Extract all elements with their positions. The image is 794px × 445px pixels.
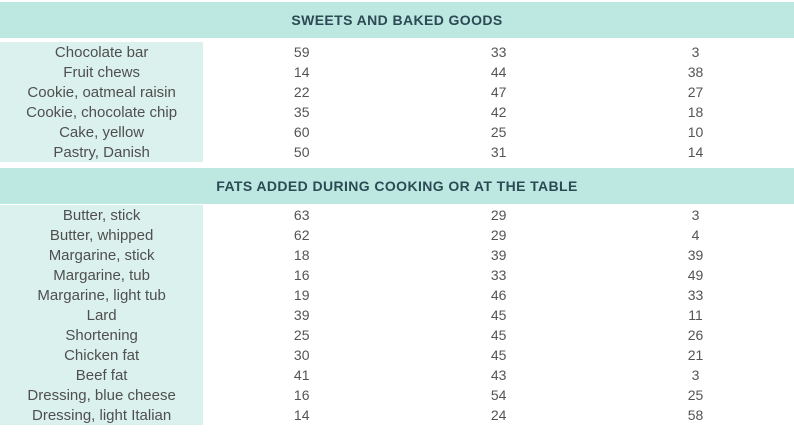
section-table: Chocolate bar 59 33 3 Fruit chews 14 44 38 Cooki… xyxy=(0,42,794,162)
food-name-cell: Cookie, oatmeal raisin xyxy=(0,82,204,102)
value-cell: 41 xyxy=(293,367,310,383)
table-row: Cake, yellow 60 25 10 xyxy=(0,122,794,142)
value-cell: 44 xyxy=(490,64,507,80)
food-name-cell: Butter, whipped xyxy=(0,225,204,245)
value-cell: 25 xyxy=(687,387,704,403)
value-cell: 60 xyxy=(293,124,310,140)
section-table: Butter, stick 63 29 3 Butter, whipped 62 29 4 Ma… xyxy=(0,205,794,425)
value-cell: 18 xyxy=(293,247,310,263)
food-name-cell: Dressing, light Italian xyxy=(0,405,204,425)
value-cell: 62 xyxy=(293,227,310,243)
value-cell: 54 xyxy=(490,387,507,403)
value-cell: 45 xyxy=(490,347,507,363)
value-cell: 43 xyxy=(490,367,507,383)
value-cell: 25 xyxy=(293,327,310,343)
table-row: Shortening 25 45 26 xyxy=(0,325,794,345)
value-cell: 35 xyxy=(293,104,310,120)
value-cell: 14 xyxy=(293,64,310,80)
value-cell: 3 xyxy=(691,44,700,60)
value-cell: 14 xyxy=(687,144,704,160)
food-name-cell: Lard xyxy=(0,305,204,325)
table-section: FATS ADDED DURING COOKING OR AT THE TABL… xyxy=(0,168,794,425)
food-name-cell: Margarine, tub xyxy=(0,265,204,285)
table-row: Pastry, Danish 50 31 14 xyxy=(0,142,794,162)
table-row: Margarine, tub 16 33 49 xyxy=(0,265,794,285)
value-cell: 21 xyxy=(687,347,704,363)
food-name-cell: Margarine, light tub xyxy=(0,285,204,305)
value-cell: 42 xyxy=(490,104,507,120)
table-section: SWEETS AND BAKED GOODS Chocolate bar 59 33 3… xyxy=(0,2,794,162)
value-cell: 33 xyxy=(490,44,507,60)
food-name-cell: Margarine, stick xyxy=(0,245,204,265)
value-cell: 38 xyxy=(687,64,704,80)
value-cell: 29 xyxy=(490,207,507,223)
value-cell: 50 xyxy=(293,144,310,160)
food-name-cell: Pastry, Danish xyxy=(0,142,204,162)
table-row: Chocolate bar 59 33 3 xyxy=(0,42,794,62)
food-name-cell: Dressing, blue cheese xyxy=(0,385,204,405)
table-row: Margarine, light tub 19 46 33 xyxy=(0,285,794,305)
value-cell: 39 xyxy=(687,247,704,263)
table-row: Butter, whipped 62 29 4 xyxy=(0,225,794,245)
value-cell: 29 xyxy=(490,227,507,243)
food-name-cell: Fruit chews xyxy=(0,62,204,82)
table-row: Dressing, light Italian 14 24 58 xyxy=(0,405,794,425)
value-cell: 25 xyxy=(490,124,507,140)
value-cell: 31 xyxy=(490,144,507,160)
value-cell: 33 xyxy=(490,267,507,283)
table-row: Lard 39 45 11 xyxy=(0,305,794,325)
table-row: Cookie, oatmeal raisin 22 47 27 xyxy=(0,82,794,102)
food-name-cell: Chicken fat xyxy=(0,345,204,365)
food-name-cell: Shortening xyxy=(0,325,204,345)
value-cell: 18 xyxy=(687,104,704,120)
table-row: Margarine, stick 18 39 39 xyxy=(0,245,794,265)
value-cell: 16 xyxy=(293,267,310,283)
section-header-band: SWEETS AND BAKED GOODS xyxy=(0,2,794,38)
value-cell: 24 xyxy=(490,407,507,423)
table-row: Cookie, chocolate chip 35 42 18 xyxy=(0,102,794,122)
value-cell: 39 xyxy=(293,307,310,323)
value-cell: 14 xyxy=(293,407,310,423)
value-cell: 26 xyxy=(687,327,704,343)
value-cell: 46 xyxy=(490,287,507,303)
table-row: Chicken fat 30 45 21 xyxy=(0,345,794,365)
value-cell: 11 xyxy=(688,307,703,323)
table-row: Dressing, blue cheese 16 54 25 xyxy=(0,385,794,405)
value-cell: 59 xyxy=(293,44,310,60)
value-cell: 4 xyxy=(691,227,700,243)
value-cell: 30 xyxy=(293,347,310,363)
value-cell: 3 xyxy=(691,367,700,383)
table-row: Beef fat 41 43 3 xyxy=(0,365,794,385)
value-cell: 16 xyxy=(293,387,310,403)
food-name-cell: Cookie, chocolate chip xyxy=(0,102,204,122)
food-name-cell: Butter, stick xyxy=(0,205,204,225)
value-cell: 49 xyxy=(687,267,704,283)
food-name-cell: Cake, yellow xyxy=(0,122,204,142)
value-cell: 19 xyxy=(293,287,310,303)
value-cell: 27 xyxy=(687,84,704,100)
value-cell: 3 xyxy=(691,207,700,223)
value-cell: 33 xyxy=(687,287,704,303)
value-cell: 39 xyxy=(490,247,507,263)
table-row: Butter, stick 63 29 3 xyxy=(0,205,794,225)
food-name-cell: Beef fat xyxy=(0,365,204,385)
section-header-title: FATS ADDED DURING COOKING OR AT THE TABL… xyxy=(216,178,578,194)
value-cell: 45 xyxy=(490,327,507,343)
section-header-band: FATS ADDED DURING COOKING OR AT THE TABL… xyxy=(0,168,794,204)
value-cell: 45 xyxy=(490,307,507,323)
food-name-cell: Chocolate bar xyxy=(0,42,204,62)
value-cell: 47 xyxy=(490,84,507,100)
section-header-title: SWEETS AND BAKED GOODS xyxy=(291,12,503,28)
value-cell: 10 xyxy=(687,124,704,140)
table-row: Fruit chews 14 44 38 xyxy=(0,62,794,82)
value-cell: 63 xyxy=(293,207,310,223)
value-cell: 22 xyxy=(293,84,310,100)
value-cell: 58 xyxy=(687,407,704,423)
